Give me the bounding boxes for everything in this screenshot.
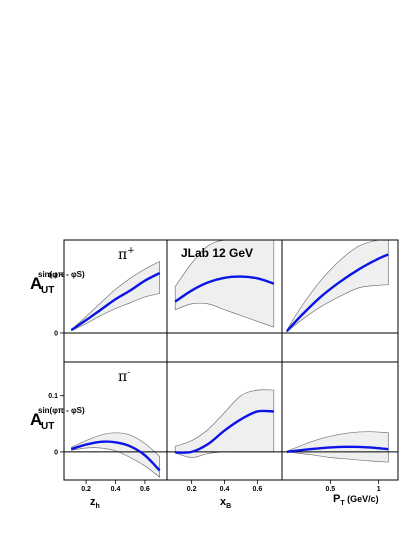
x-tick-label: 0.2 bbox=[81, 486, 91, 493]
chart-title: JLab 12 GeV bbox=[181, 246, 253, 260]
x-tick-label: 0.4 bbox=[111, 486, 121, 493]
row-label-1: π- bbox=[118, 368, 130, 385]
panel-pi-minus-zh bbox=[64, 432, 167, 478]
y-axis-label-sup: sin(φπ - φS) bbox=[38, 406, 85, 415]
panel-pi-plus-zh bbox=[64, 260, 167, 334]
y-tick-label: 0.1 bbox=[48, 272, 58, 279]
panel-frame-r1c2 bbox=[281, 361, 399, 481]
x-axis-label-2: PT (GeV/c) bbox=[333, 493, 379, 507]
x-tick-label: 0.2 bbox=[187, 486, 197, 493]
asymmetry-curve-pi-minus-zh bbox=[71, 440, 161, 472]
x-axis-label-1: xB bbox=[220, 496, 231, 510]
y-axis-label-sub: UT bbox=[41, 285, 54, 296]
panel-pi-minus-pt bbox=[282, 431, 398, 463]
asymmetry-curve-pi-plus-xb bbox=[174, 275, 275, 303]
y-tick-label: 0.1 bbox=[48, 393, 58, 400]
row-label-0: π+ bbox=[118, 246, 135, 263]
x-tick-label: 0.6 bbox=[252, 486, 262, 493]
x-tick-label: 0.6 bbox=[140, 486, 150, 493]
y-axis-label-row-0: AUT sin(φπ - φS) bbox=[30, 270, 85, 296]
x-axis-label-0: zh bbox=[90, 496, 100, 510]
uncertainty-band-pi-plus-xb bbox=[174, 240, 275, 328]
y-axis-label-main: A bbox=[30, 274, 42, 293]
asymmetry-curve-pi-plus-zh bbox=[70, 272, 161, 332]
y-tick-label: 0 bbox=[54, 449, 58, 456]
panel-pi-plus-pt bbox=[282, 240, 398, 334]
uncertainty-band-pi-plus-zh bbox=[71, 260, 160, 332]
x-tick-label: 0.4 bbox=[220, 486, 230, 493]
y-axis-label-main: A bbox=[30, 410, 42, 429]
asymmetry-curve-pi-minus-xb bbox=[175, 409, 274, 454]
y-axis-label-sup: sin(φπ - φS) bbox=[38, 270, 85, 279]
asymmetry-curve-pi-minus-pt bbox=[286, 445, 389, 454]
y-tick-label: 0 bbox=[54, 330, 58, 337]
y-axis-label-sub: UT bbox=[41, 421, 54, 432]
asymmetry-curve-pi-plus-pt bbox=[285, 253, 389, 333]
panel-pi-plus-xb bbox=[167, 240, 282, 334]
uncertainty-band-pi-minus-xb bbox=[174, 389, 275, 458]
y-axis-label-row-1: AUT sin(φπ - φS) bbox=[30, 406, 85, 432]
panel-pi-minus-xb bbox=[167, 389, 282, 458]
x-tick-label: 0.5 bbox=[325, 486, 335, 493]
x-tick-label: 1 bbox=[377, 486, 381, 493]
uncertainty-band-pi-plus-pt bbox=[286, 240, 389, 333]
